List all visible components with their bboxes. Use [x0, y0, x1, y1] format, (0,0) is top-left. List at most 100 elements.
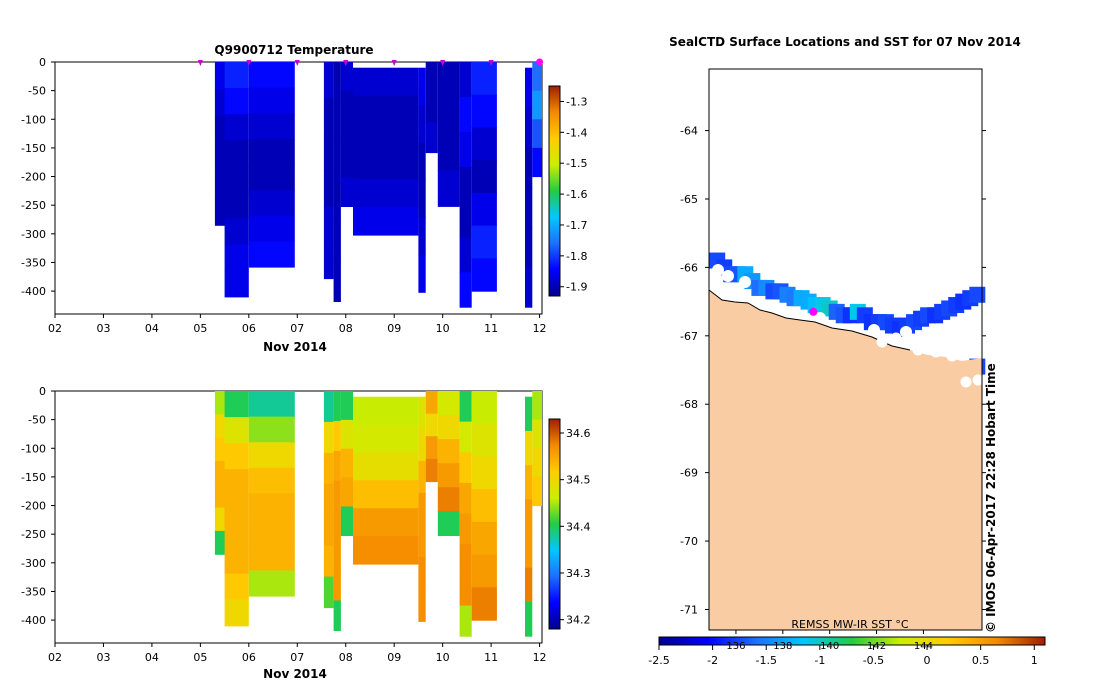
profile-cell — [224, 192, 249, 220]
profile-cell — [323, 391, 334, 423]
profile-cell — [340, 177, 353, 207]
profile-cell — [323, 170, 334, 207]
map-title: SealCTD Surface Locations and SST for 07… — [669, 35, 1021, 49]
profile-cell — [425, 436, 438, 460]
ice-edge-blob — [876, 336, 888, 348]
profile-cell — [248, 391, 295, 418]
profile-marker — [294, 60, 300, 66]
profile-cell — [214, 198, 227, 226]
profile-cell — [353, 452, 419, 481]
ice-patch — [900, 326, 912, 338]
colorbar-tick-label: -1.9 — [566, 281, 587, 294]
x-tick-label: 05 — [193, 322, 207, 335]
profile-cell — [532, 90, 542, 120]
profile-cell — [214, 62, 227, 90]
profile-cell — [340, 419, 353, 450]
temperature-x-axis: 02 03 04 05 06 07 08 09 10 11 12 — [48, 314, 547, 335]
profile-cell — [333, 510, 341, 542]
profile-cell — [471, 554, 497, 588]
x-tick-label: 05 — [193, 651, 207, 664]
colorbar-tick-label: 34.5 — [566, 474, 591, 487]
profile-cell — [418, 428, 426, 462]
lon-tick-label: 142 — [867, 641, 886, 652]
profile-cell — [224, 270, 249, 298]
profile-cell — [525, 227, 533, 268]
x-tick-label: 04 — [145, 651, 159, 664]
lat-tick-label: -71 — [680, 603, 698, 616]
sst-tick-label: -0.5 — [863, 654, 884, 667]
y-tick-label: 0 — [39, 385, 46, 398]
profile-cell — [353, 123, 419, 152]
map-frame — [708, 68, 983, 631]
profile-cell — [224, 521, 249, 549]
profile-cell — [471, 94, 497, 128]
profile-cell — [248, 416, 295, 443]
profile-cell — [248, 519, 295, 546]
x-tick-label: 10 — [436, 322, 450, 335]
map-longitude-ticks: 136 138 140 142 144 — [726, 630, 933, 652]
ice-patch — [942, 327, 954, 339]
x-tick-label: 04 — [145, 322, 159, 335]
profile-cell — [340, 119, 353, 150]
x-tick-label: 11 — [484, 651, 498, 664]
profile-cell — [471, 225, 497, 259]
profile-cell — [418, 525, 426, 558]
x-tick-label: 08 — [339, 651, 353, 664]
lat-tick-label: -68 — [680, 398, 698, 411]
seal-position-marker — [809, 307, 818, 316]
profile-cell — [525, 267, 533, 308]
y-tick-label: -50 — [28, 85, 46, 98]
profile-cell — [323, 576, 334, 609]
profile-cell — [214, 170, 227, 199]
profile-cell — [418, 217, 426, 256]
profile-cell — [353, 95, 419, 125]
profile-cell — [333, 181, 341, 223]
x-tick-label: 02 — [48, 322, 62, 335]
colorbar-tick-label: -1.5 — [566, 157, 587, 170]
profile-cell — [471, 423, 497, 457]
profile-cell — [471, 258, 497, 292]
profile-cell — [418, 589, 426, 622]
temperature-colorbar-ticks: -1.3 -1.4 -1.5 -1.6 -1.7 -1.8 -1.9 — [560, 95, 587, 294]
profile-cell — [471, 192, 497, 227]
profile-marker — [391, 60, 397, 66]
profile-cell — [248, 493, 295, 520]
x-tick-label: 12 — [533, 651, 547, 664]
salinity-colorbar — [548, 418, 561, 630]
profile-cell — [437, 391, 460, 416]
x-tick-label: 08 — [339, 322, 353, 335]
profile-cell — [224, 140, 249, 167]
profile-cell — [323, 452, 334, 485]
profile-cell — [532, 62, 542, 92]
profile-cell — [425, 62, 438, 93]
profile-cell — [323, 98, 334, 135]
profile-cell — [437, 98, 460, 135]
temperature-colorbar — [548, 85, 561, 297]
x-tick-label: 03 — [96, 322, 110, 335]
profile-cell — [248, 467, 295, 495]
profile-cell — [425, 122, 438, 154]
profile-cell — [437, 463, 460, 488]
profile-cell — [459, 574, 472, 606]
profile-cell — [214, 461, 227, 485]
profile-cell — [248, 442, 295, 469]
y-tick-label: -200 — [21, 171, 46, 184]
profile-cell — [353, 424, 419, 454]
profile-cell — [224, 88, 249, 115]
y-tick-label: -300 — [21, 557, 46, 570]
profile-cell — [224, 62, 249, 89]
profile-cell — [340, 391, 353, 421]
profile-cell — [340, 448, 353, 479]
profile-cell — [224, 114, 249, 141]
ice-patch — [972, 316, 984, 328]
profile-cell — [214, 116, 227, 145]
profile-cell — [333, 141, 341, 183]
temperature-y-axis: 0 -50 -100 -150 -200 -250 -300 -350 -400 — [21, 56, 55, 298]
salinity-plot-area — [54, 390, 543, 644]
lat-tick-label: -66 — [680, 261, 698, 274]
lat-tick-label: -69 — [680, 467, 698, 480]
x-tick-label: 12 — [533, 322, 547, 335]
profile-cell — [353, 536, 419, 565]
profile-cell — [353, 396, 419, 426]
profile-cell — [471, 587, 497, 621]
